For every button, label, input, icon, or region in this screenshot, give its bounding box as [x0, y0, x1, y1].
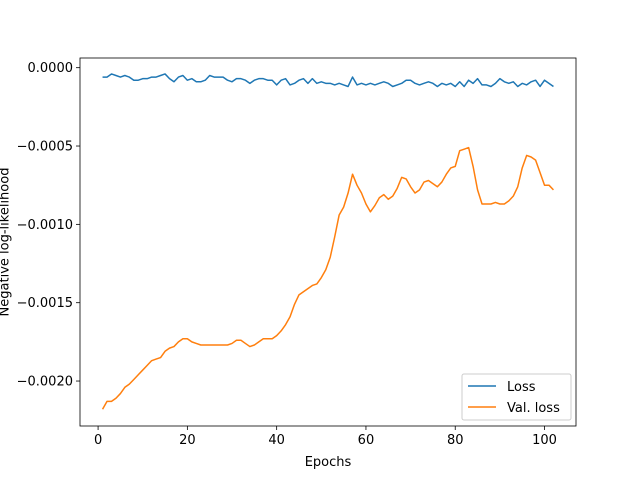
x-tick-label: 60: [358, 433, 375, 448]
y-tick-label: −0.0005: [17, 140, 73, 155]
legend-label: Loss: [507, 380, 536, 395]
x-tick-label: 80: [447, 433, 464, 448]
x-axis-label: Epochs: [305, 455, 352, 470]
y-axis-label: Negative log-likelihood: [0, 168, 13, 317]
y-tick-label: −0.0020: [17, 375, 73, 390]
y-tick-label: −0.0010: [17, 218, 73, 233]
y-tick-label: 0.0000: [28, 61, 74, 76]
x-tick-label: 100: [532, 433, 557, 448]
line-series: [102, 73, 554, 88]
line-series: [101, 146, 554, 410]
x-tick-label: 0: [94, 433, 102, 448]
legend-label: Val. loss: [507, 401, 560, 416]
x-tick-label: 20: [179, 433, 196, 448]
y-tick-label: −0.0015: [17, 296, 73, 311]
axes-frame: [79, 57, 577, 427]
x-tick-label: 40: [268, 433, 285, 448]
